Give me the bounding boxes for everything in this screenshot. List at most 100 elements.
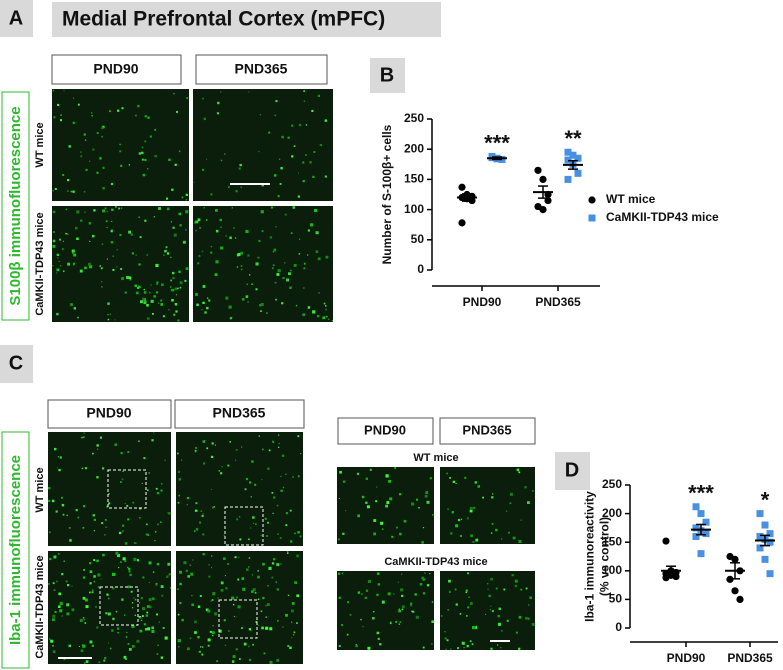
cell <box>97 586 100 588</box>
cell <box>250 527 252 529</box>
cell <box>93 559 96 562</box>
cell <box>155 583 158 586</box>
cell <box>267 467 270 470</box>
cell <box>243 642 247 646</box>
cell <box>156 492 160 495</box>
cell <box>194 530 196 532</box>
cell <box>514 584 518 588</box>
cell <box>518 647 521 650</box>
cell <box>260 610 263 613</box>
cell <box>500 647 502 649</box>
cell <box>105 220 108 223</box>
cell <box>170 279 172 282</box>
cell <box>195 528 199 531</box>
cell <box>275 226 277 228</box>
cell <box>487 583 489 585</box>
cell <box>202 646 204 648</box>
cell <box>124 542 128 545</box>
row-label: CaMKII-TDP43 mice <box>34 212 46 315</box>
cell <box>319 144 322 147</box>
cell <box>132 501 135 504</box>
cell <box>403 519 407 523</box>
significance: * <box>761 487 770 512</box>
cell <box>297 475 300 478</box>
cell <box>127 643 130 645</box>
cell <box>257 624 259 626</box>
cell <box>147 168 149 170</box>
cell <box>347 601 349 604</box>
cell <box>419 583 423 586</box>
cell <box>97 448 99 450</box>
cell <box>315 231 319 235</box>
cell <box>251 460 254 463</box>
cell <box>58 553 60 555</box>
cell <box>488 594 491 598</box>
cell <box>307 254 309 256</box>
cell <box>274 281 277 284</box>
cell <box>106 211 109 213</box>
data-point <box>756 532 764 540</box>
cell <box>106 226 108 228</box>
cell <box>213 506 215 508</box>
cell <box>93 518 96 521</box>
column-header-box <box>195 54 328 85</box>
cell <box>240 265 243 267</box>
cell <box>179 286 182 289</box>
cell <box>268 566 272 570</box>
cell <box>212 592 216 596</box>
cell <box>529 596 532 599</box>
cell <box>154 128 157 131</box>
cell <box>469 509 473 513</box>
cell <box>444 631 446 633</box>
cell <box>356 472 359 475</box>
cell <box>414 593 417 596</box>
cell <box>69 539 72 542</box>
cell <box>197 605 201 608</box>
cell <box>285 473 287 475</box>
cell <box>157 523 159 526</box>
cell <box>115 206 117 208</box>
cell <box>240 268 243 271</box>
cell <box>85 605 89 609</box>
cell <box>307 229 310 232</box>
cell <box>469 506 473 510</box>
cell <box>187 575 190 578</box>
cell <box>278 446 280 448</box>
legend-marker <box>588 214 596 222</box>
cell <box>61 573 64 576</box>
cell <box>82 527 85 529</box>
cell <box>294 532 296 535</box>
cell <box>91 112 93 114</box>
column-header: PND365 <box>462 422 511 437</box>
cell <box>201 309 203 311</box>
cell <box>258 435 260 437</box>
cell <box>162 627 165 629</box>
cell <box>195 220 199 224</box>
cell <box>84 211 86 213</box>
cell <box>241 577 245 580</box>
cell <box>364 596 367 600</box>
data-point <box>564 175 572 183</box>
cell <box>376 486 378 488</box>
cell <box>108 493 110 495</box>
cell <box>91 115 93 117</box>
cell <box>471 643 474 646</box>
cell <box>287 136 290 139</box>
cell <box>96 444 99 447</box>
cell <box>197 262 200 265</box>
cell <box>254 591 257 594</box>
cell <box>138 616 141 619</box>
cell <box>75 509 78 512</box>
cell <box>272 264 275 267</box>
legend-marker <box>588 196 596 204</box>
cell <box>111 629 114 632</box>
cell <box>166 207 170 211</box>
cell <box>272 512 274 514</box>
cell <box>115 610 118 613</box>
cell <box>91 591 94 594</box>
cell <box>252 516 255 519</box>
cell <box>150 284 152 286</box>
data-point <box>672 572 680 581</box>
cell <box>302 161 305 164</box>
cell <box>234 556 237 559</box>
